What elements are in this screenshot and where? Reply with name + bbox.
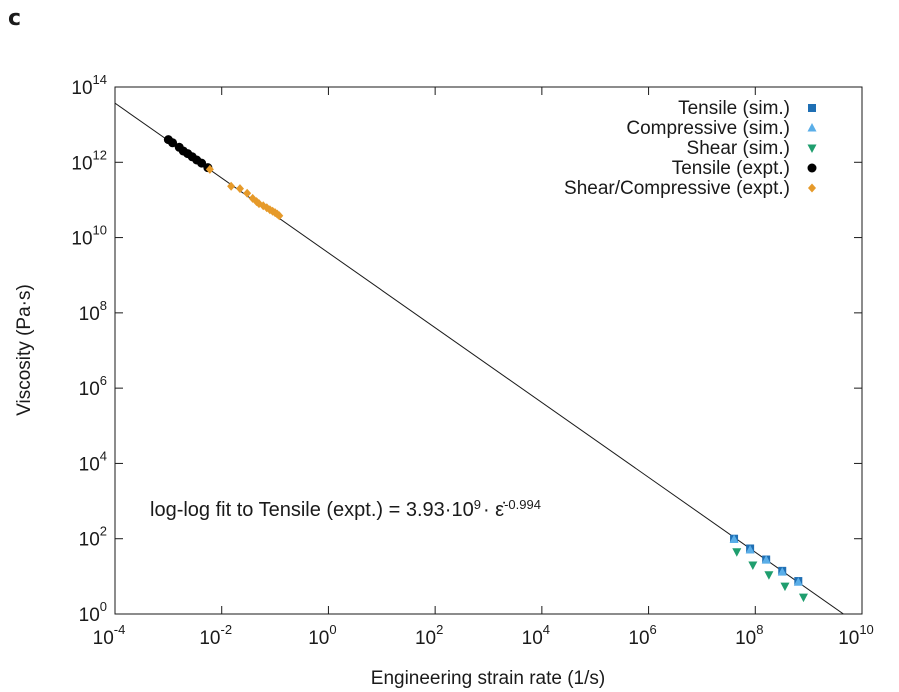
legend-label-compressive-sim: Compressive (sim.) — [626, 118, 790, 139]
plot-frame — [114, 86, 863, 615]
x-tick-label: 106 — [628, 622, 656, 649]
annotation-exponent: -0.994 — [504, 497, 541, 512]
legend-marker-tensile-expt — [807, 163, 817, 173]
y-axis-title: Viscosity (Pa·s) — [14, 284, 35, 416]
legend-marker-tensile-sim — [808, 104, 816, 112]
legend-marker-compressive-sim — [807, 123, 817, 132]
x-tick-label: 1010 — [838, 622, 874, 649]
point-tensile-expt — [197, 158, 207, 168]
y-tick-label: 1014 — [71, 72, 107, 99]
point-tensile-expt — [168, 138, 178, 148]
point-compressive-sim — [745, 545, 755, 554]
x-tick-label: 10-4 — [93, 622, 126, 649]
point-shear-sim — [780, 582, 790, 592]
x-tick-label: 104 — [522, 622, 550, 649]
point-shear-sim — [732, 548, 742, 557]
y-tick-label: 100 — [79, 599, 107, 626]
x-tick-label: 108 — [735, 622, 763, 649]
annotation-mid: · ε̇ — [483, 499, 505, 521]
panel-label: c — [8, 6, 22, 31]
data-points — [163, 135, 808, 603]
y-tick-label: 1010 — [71, 223, 107, 250]
x-tick-label: 100 — [308, 622, 336, 649]
point-compressive-sim — [777, 567, 787, 576]
point-shear-compressive-expt — [275, 211, 284, 221]
legend-label-tensile-sim: Tensile (sim.) — [678, 98, 790, 119]
legend-label-shear-compressive-expt: Shear/Compressive (expt.) — [564, 178, 790, 199]
point-compressive-sim — [729, 534, 739, 544]
legend-label-shear-sim: Shear (sim.) — [687, 138, 790, 159]
point-shear-sim — [748, 561, 758, 571]
x-tick-label: 10-2 — [199, 622, 232, 649]
point-shear-compressive-expt — [205, 164, 214, 174]
point-shear-compressive-expt — [235, 184, 244, 194]
point-shear-compressive-expt — [243, 188, 252, 198]
axis-ticks: 10-4 10-2 100 102 104 106 108 1010 100 102 104 106 1… — [71, 72, 873, 649]
point-shear-sim — [764, 571, 774, 580]
y-tick-label: 106 — [79, 373, 107, 400]
legend-label-tensile-expt: Tensile (expt.) — [672, 158, 790, 179]
legend: Tensile (sim.)Compressive (sim.)Shear (s… — [564, 98, 817, 199]
x-tick-label: 102 — [415, 622, 443, 649]
point-shear-sim — [798, 593, 808, 603]
y-tick-label: 102 — [79, 524, 107, 551]
fit-annotation: log-log fit to Tensile (expt.) = 3.93·10… — [150, 497, 541, 522]
annotation-exp9: 9 — [474, 497, 481, 512]
y-tick-label: 1012 — [71, 147, 107, 174]
point-shear-compressive-expt — [227, 181, 236, 191]
legend-marker-shear-compressive-expt — [808, 183, 816, 193]
y-tick-label: 108 — [79, 298, 107, 325]
y-tick-label: 104 — [79, 448, 107, 475]
x-axis-title: Engineering strain rate (1/s) — [371, 668, 605, 689]
point-compressive-sim — [761, 555, 771, 564]
annotation-prefix: log-log fit to Tensile (expt.) = 3.93·10 — [150, 499, 474, 521]
svg-text:log-log fit to Tensile (expt.): log-log fit to Tensile (expt.) = 3.93·10… — [150, 497, 541, 522]
legend-marker-shear-sim — [807, 144, 817, 153]
point-compressive-sim — [793, 577, 803, 586]
